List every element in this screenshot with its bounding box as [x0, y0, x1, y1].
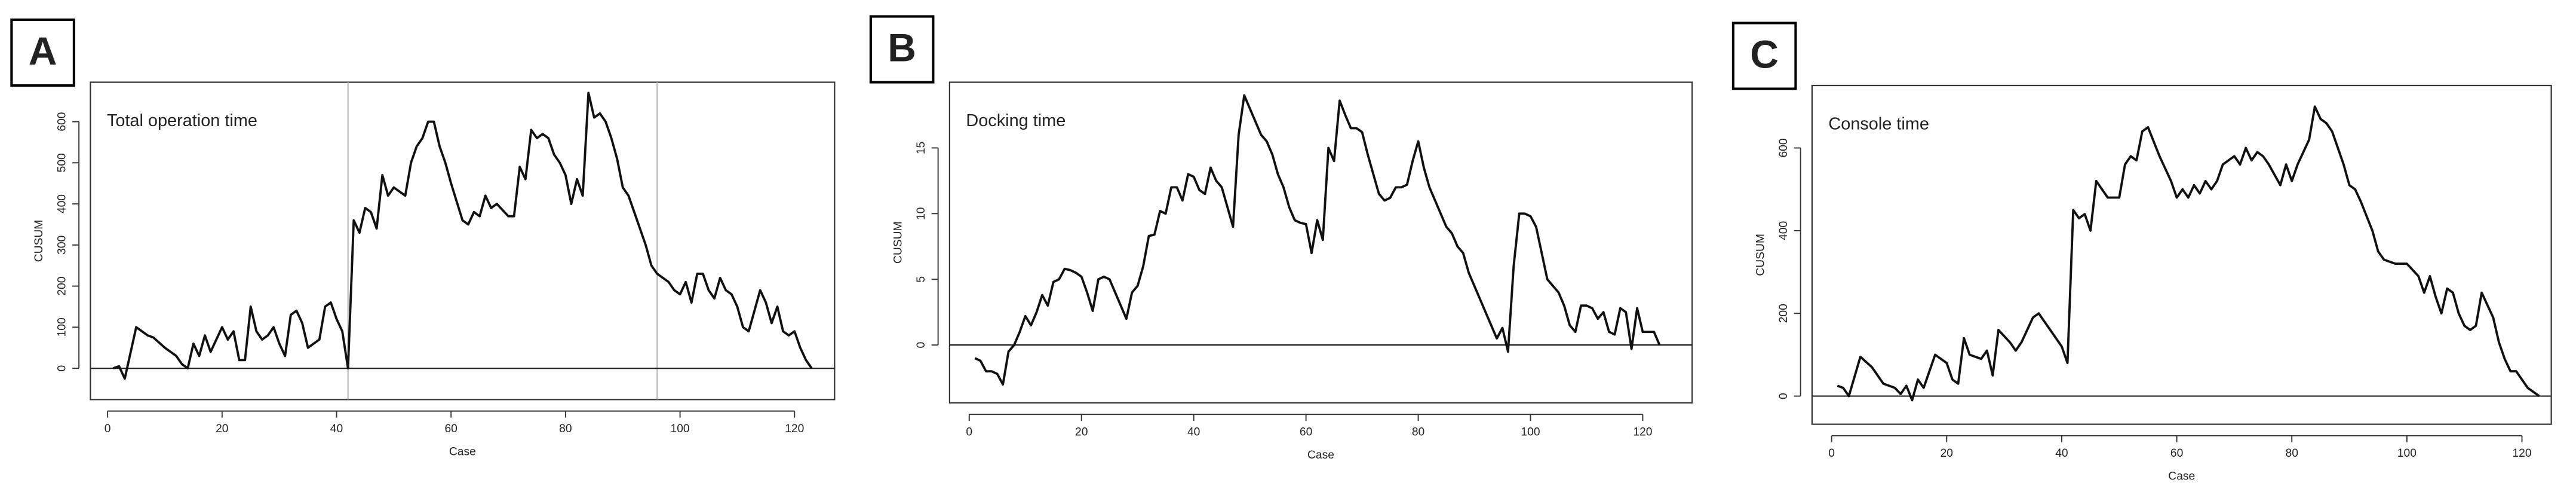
x-tick-label: 20	[1941, 447, 1953, 460]
x-tick-label: 20	[216, 423, 228, 435]
y-tick-label: 200	[56, 277, 69, 296]
panel-letter-box	[10, 18, 75, 87]
x-axis-label: Case	[2168, 470, 2195, 483]
plot-box	[1811, 84, 2552, 425]
x-tick-label: 80	[559, 423, 572, 435]
cusum-line	[974, 94, 1661, 386]
y-tick-label: 15	[915, 142, 928, 154]
y-tick-label: 300	[56, 236, 69, 255]
x-axis-label: Case	[449, 445, 476, 458]
y-tick-label: 400	[56, 194, 69, 213]
y-tick-label: 10	[915, 207, 928, 220]
y-axis-label: CUSUM	[1755, 234, 1767, 276]
plot-box	[948, 81, 1693, 404]
y-tick-label: 5	[915, 276, 928, 283]
panel-letter-box	[869, 15, 935, 84]
cusum-line	[1837, 105, 2540, 402]
panel-letter: A	[29, 29, 57, 73]
x-tick-label: 40	[330, 423, 343, 435]
y-tick-label: 600	[1777, 138, 1790, 157]
x-tick-label: 120	[2512, 447, 2531, 460]
x-tick-label: 120	[785, 423, 804, 435]
x-axis-label: Case	[1307, 449, 1334, 462]
y-tick-label: 0	[915, 342, 928, 349]
x-tick-label: 80	[1412, 426, 1424, 438]
chart-title: Console time	[1828, 115, 1929, 134]
x-tick-label: 60	[2170, 447, 2183, 460]
x-tick-label: 40	[1187, 426, 1200, 438]
panel-letter-box	[1731, 22, 1797, 90]
y-axis-label: CUSUM	[33, 220, 45, 262]
chart-title: Docking time	[966, 111, 1066, 130]
y-axis-label: CUSUM	[892, 221, 905, 264]
panel-letter: B	[888, 26, 916, 70]
x-tick-label: 20	[1075, 426, 1088, 438]
cusum-line	[113, 91, 813, 380]
y-tick-label: 400	[1777, 221, 1790, 240]
x-tick-label: 0	[105, 423, 111, 435]
y-tick-label: 100	[56, 317, 69, 337]
panel-letter: C	[1750, 32, 1779, 77]
y-tick-label: 600	[56, 112, 69, 131]
x-tick-label: 80	[2286, 447, 2298, 460]
x-tick-label: 60	[444, 423, 457, 435]
x-tick-label: 120	[1633, 426, 1652, 438]
y-tick-label: 500	[56, 153, 69, 172]
chart-title: Total operation time	[107, 111, 257, 130]
x-tick-label: 100	[671, 423, 690, 435]
plot-box	[90, 81, 836, 401]
x-tick-label: 0	[1828, 447, 1835, 460]
x-tick-label: 40	[2055, 447, 2068, 460]
x-tick-label: 0	[966, 426, 972, 438]
y-tick-label: 0	[56, 365, 69, 372]
y-tick-label: 200	[1777, 304, 1790, 323]
x-tick-label: 100	[1521, 426, 1540, 438]
y-tick-label: 0	[1777, 393, 1790, 399]
x-tick-label: 60	[1300, 426, 1312, 438]
x-tick-label: 100	[2397, 447, 2417, 460]
